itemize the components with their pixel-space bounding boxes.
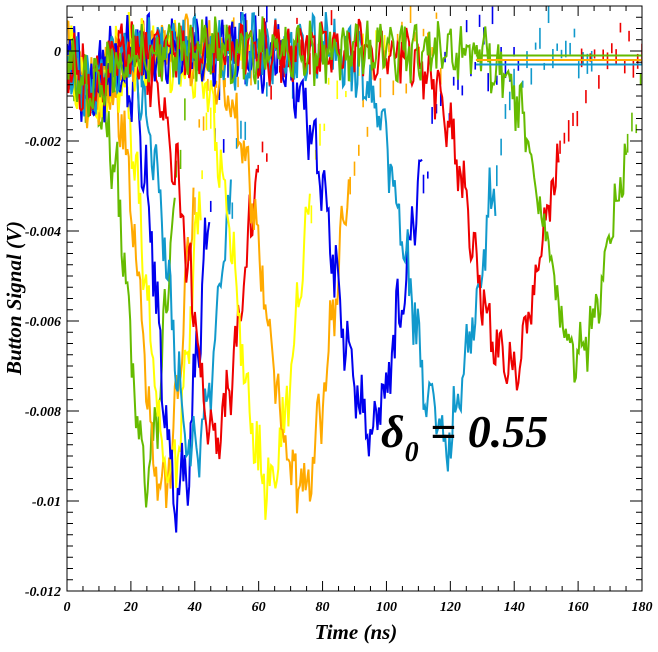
x-tick-label: 180 (632, 600, 653, 615)
annotation-value: = 0.55 (419, 406, 549, 457)
x-tick-label: 100 (376, 600, 397, 615)
series-11-line (67, 16, 628, 383)
x-tick-label: 80 (316, 600, 330, 615)
y-tick-label: -0.004 (25, 225, 61, 240)
x-tick-labels: 0 20 40 60 80 100 120 140 160 180 (64, 600, 653, 615)
y-tick-label: -0.008 (25, 405, 61, 420)
x-tick-label: 140 (504, 600, 525, 615)
annotation-subscript: 0 (405, 437, 419, 468)
y-tick-label: -0.01 (32, 495, 61, 510)
x-tick-label: 40 (187, 600, 202, 615)
y-tick-label: 0 (54, 45, 61, 60)
ticks-layer (66, 5, 643, 592)
x-axis-label: Time (ns) (315, 620, 398, 644)
y-tick-label: -0.012 (25, 585, 61, 600)
series-10-line (67, 18, 560, 391)
x-tick-label: 120 (440, 600, 461, 615)
x-tick-label: 60 (252, 600, 266, 615)
y-tick-label: -0.006 (25, 315, 61, 330)
x-tick-label: 0 (64, 600, 71, 615)
y-tick-labels: 0 -0.002 -0.004 -0.006 -0.008 -0.01 -0.012 (25, 45, 61, 600)
series-10 (67, 18, 642, 391)
delta-annotation: δ0 = 0.55 (381, 406, 548, 468)
x-tick-label: 20 (123, 600, 138, 615)
series-layer (67, 6, 642, 533)
x-tick-label: 160 (568, 600, 589, 615)
y-axis-label: Button Signal (V) (2, 221, 26, 376)
baseline-traces (475, 54, 642, 66)
series-11 (67, 16, 642, 383)
y-tick-label: -0.002 (25, 135, 61, 150)
annotation-symbol: δ (381, 406, 405, 457)
